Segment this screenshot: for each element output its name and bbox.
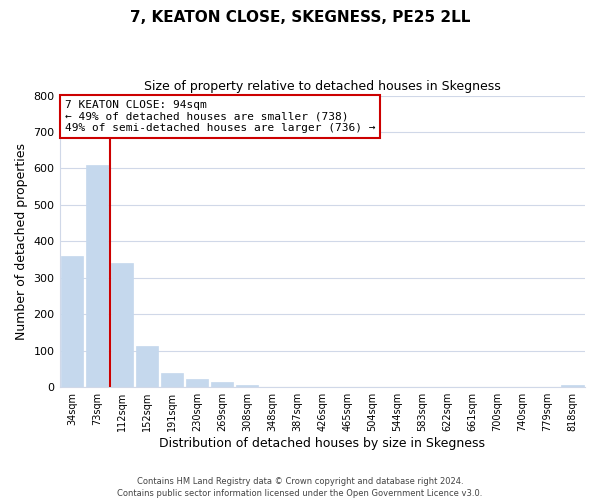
Bar bbox=[236, 386, 259, 387]
X-axis label: Distribution of detached houses by size in Skegness: Distribution of detached houses by size … bbox=[159, 437, 485, 450]
Bar bbox=[161, 372, 184, 387]
Bar bbox=[211, 382, 233, 387]
Y-axis label: Number of detached properties: Number of detached properties bbox=[15, 143, 28, 340]
Bar bbox=[61, 256, 83, 387]
Bar bbox=[186, 379, 208, 387]
Text: Contains HM Land Registry data © Crown copyright and database right 2024.
Contai: Contains HM Land Registry data © Crown c… bbox=[118, 476, 482, 498]
Title: Size of property relative to detached houses in Skegness: Size of property relative to detached ho… bbox=[144, 80, 500, 93]
Text: 7 KEATON CLOSE: 94sqm
← 49% of detached houses are smaller (738)
49% of semi-det: 7 KEATON CLOSE: 94sqm ← 49% of detached … bbox=[65, 100, 375, 133]
Bar bbox=[86, 165, 109, 387]
Bar bbox=[561, 386, 584, 387]
Text: 7, KEATON CLOSE, SKEGNESS, PE25 2LL: 7, KEATON CLOSE, SKEGNESS, PE25 2LL bbox=[130, 10, 470, 25]
Bar bbox=[136, 346, 158, 387]
Bar bbox=[111, 264, 133, 387]
